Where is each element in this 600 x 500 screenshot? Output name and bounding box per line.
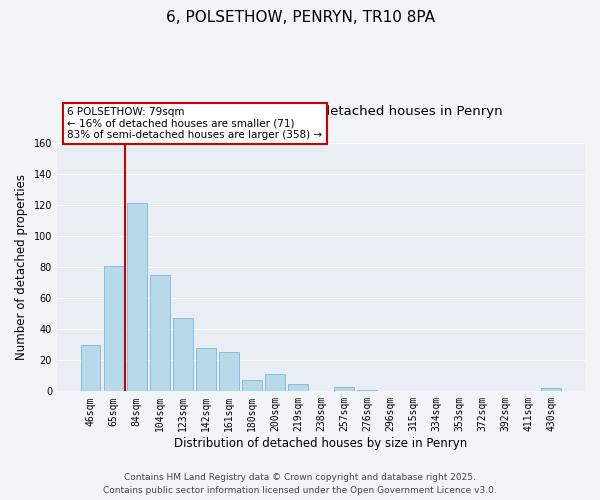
Bar — [219, 352, 239, 392]
Text: 6, POLSETHOW, PENRYN, TR10 8PA: 6, POLSETHOW, PENRYN, TR10 8PA — [166, 10, 434, 25]
X-axis label: Distribution of detached houses by size in Penryn: Distribution of detached houses by size … — [175, 437, 467, 450]
Title: Size of property relative to detached houses in Penryn: Size of property relative to detached ho… — [139, 105, 503, 118]
Bar — [288, 384, 308, 392]
Bar — [334, 386, 354, 392]
Text: Contains HM Land Registry data © Crown copyright and database right 2025.
Contai: Contains HM Land Registry data © Crown c… — [103, 474, 497, 495]
Bar — [242, 380, 262, 392]
Bar — [104, 266, 124, 392]
Y-axis label: Number of detached properties: Number of detached properties — [15, 174, 28, 360]
Text: 6 POLSETHOW: 79sqm
← 16% of detached houses are smaller (71)
83% of semi-detache: 6 POLSETHOW: 79sqm ← 16% of detached hou… — [67, 107, 323, 140]
Bar — [150, 275, 170, 392]
Bar — [173, 318, 193, 392]
Bar — [127, 204, 146, 392]
Bar — [357, 390, 377, 392]
Bar — [196, 348, 215, 392]
Bar — [541, 388, 561, 392]
Bar — [265, 374, 284, 392]
Bar — [81, 344, 100, 392]
